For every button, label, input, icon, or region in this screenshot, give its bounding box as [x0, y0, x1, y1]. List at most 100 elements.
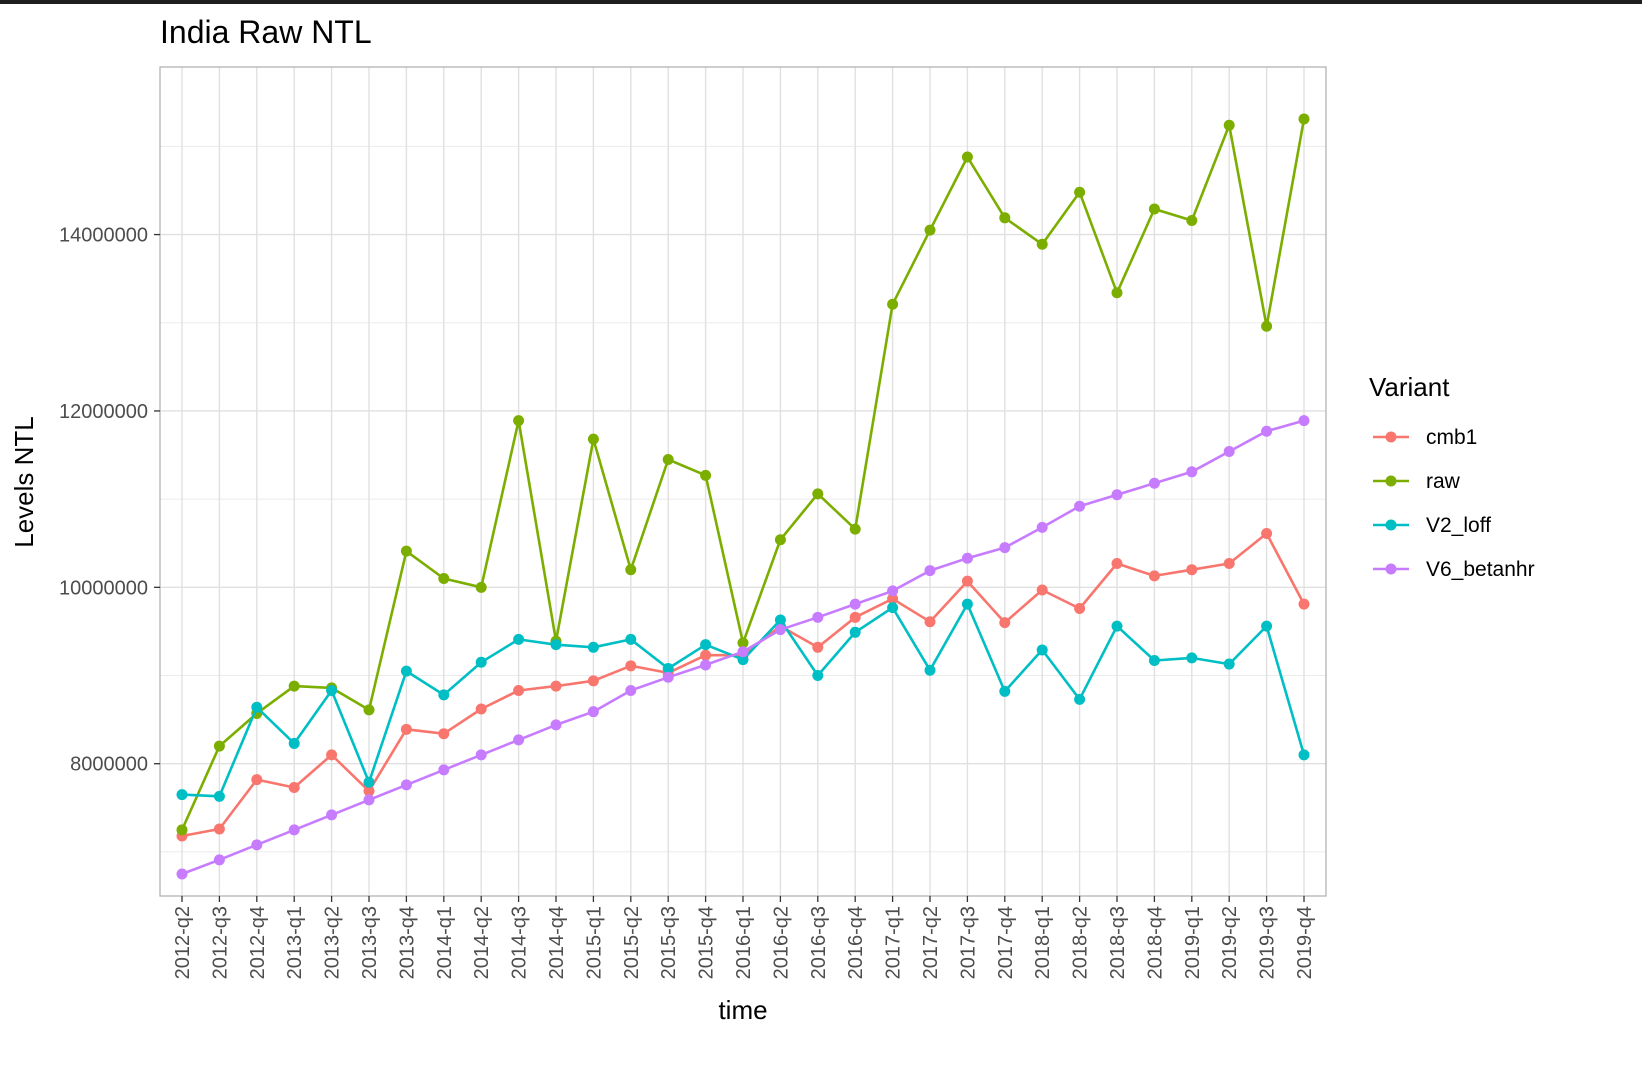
y-axis: 8000000 10000000 12000000 14000000: [59, 225, 160, 776]
data-point-V6_betanhr: [1298, 415, 1310, 427]
data-point-V6_betanhr: [475, 749, 487, 761]
data-point-V2_loff: [625, 633, 637, 645]
data-point-cmb1: [999, 617, 1011, 629]
data-point-raw: [737, 637, 749, 649]
data-point-V2_loff: [1036, 644, 1048, 656]
chart-title: India Raw NTL: [160, 14, 372, 50]
x-tick-label: 2015-q3: [658, 906, 680, 979]
data-point-V6_betanhr: [737, 646, 749, 658]
data-point-raw: [924, 224, 936, 236]
data-point-cmb1: [1298, 598, 1310, 610]
x-tick-label: 2012-q4: [247, 906, 269, 979]
x-tick-label: 2019-q2: [1219, 906, 1241, 979]
legend-key-point: [1385, 563, 1397, 575]
y-tick-label: 14000000: [59, 225, 148, 247]
x-axis-title: time: [718, 995, 767, 1025]
y-axis-title: Levels NTL: [9, 416, 39, 548]
data-point-V2_loff: [999, 685, 1011, 697]
legend-key-point: [1385, 475, 1397, 487]
data-point-raw: [662, 453, 674, 465]
data-point-V2_loff: [774, 614, 786, 626]
data-point-V6_betanhr: [1111, 489, 1123, 501]
data-point-V6_betanhr: [550, 719, 562, 731]
legend-label: raw: [1426, 470, 1461, 493]
series-layer: [176, 113, 1310, 880]
data-point-V6_betanhr: [1074, 500, 1086, 512]
y-tick-label: 8000000: [70, 754, 148, 776]
data-point-raw: [887, 298, 899, 310]
data-point-V6_betanhr: [326, 809, 338, 821]
data-point-V6_betanhr: [363, 794, 375, 806]
data-point-V2_loff: [1298, 749, 1310, 761]
data-point-cmb1: [213, 823, 225, 835]
x-tick-label: 2017-q2: [920, 906, 942, 979]
line-chart: India Raw NTL 8000000 10000000 12000000 140…: [9, 14, 1535, 1025]
x-tick-label: 2018-q4: [1144, 906, 1166, 979]
data-point-cmb1: [1036, 584, 1048, 596]
data-point-V2_loff: [475, 656, 487, 668]
data-point-V2_loff: [550, 639, 562, 651]
data-point-raw: [961, 151, 973, 163]
data-point-cmb1: [849, 611, 861, 623]
data-point-V6_betanhr: [812, 611, 824, 623]
data-point-raw: [213, 740, 225, 752]
data-point-raw: [1186, 214, 1198, 226]
data-point-V6_betanhr: [924, 565, 936, 577]
legend-key-point: [1385, 519, 1397, 531]
data-point-V6_betanhr: [999, 542, 1011, 554]
x-tick-label: 2013-q4: [396, 906, 418, 979]
data-point-V2_loff: [924, 664, 936, 676]
data-point-V2_loff: [961, 598, 973, 610]
legend-label: V6_betanhr: [1426, 558, 1535, 581]
legend: Variant cmb1 raw V2_loff V6_betanhr: [1369, 372, 1535, 581]
data-point-V6_betanhr: [587, 706, 599, 718]
x-tick-label: 2018-q2: [1070, 906, 1092, 979]
x-tick-label: 2012-q3: [209, 906, 231, 979]
x-tick-label: 2013-q2: [322, 906, 344, 979]
data-point-cmb1: [288, 782, 300, 794]
y-tick-label: 10000000: [59, 577, 148, 599]
x-tick-label: 2013-q1: [284, 906, 306, 979]
data-point-raw: [363, 704, 375, 716]
x-tick-label: 2016-q1: [733, 906, 755, 979]
x-tick-label: 2019-q1: [1182, 906, 1204, 979]
data-point-cmb1: [1223, 558, 1235, 570]
data-point-V2_loff: [662, 662, 674, 674]
data-point-cmb1: [363, 785, 375, 797]
data-point-raw: [438, 573, 450, 585]
legend-item-V6_betanhr: V6_betanhr: [1373, 558, 1535, 581]
x-tick-label: 2013-q3: [359, 906, 381, 979]
data-point-raw: [700, 469, 712, 481]
data-point-raw: [1261, 320, 1273, 332]
data-point-raw: [1036, 238, 1048, 250]
data-point-cmb1: [625, 660, 637, 672]
series-V6_betanhr: [176, 415, 1310, 880]
legend-key-point: [1385, 431, 1397, 443]
data-point-V6_betanhr: [887, 585, 899, 597]
data-point-cmb1: [812, 641, 824, 653]
data-point-V2_loff: [438, 689, 450, 701]
data-point-cmb1: [887, 593, 899, 605]
data-point-cmb1: [251, 774, 263, 786]
x-tick-label: 2017-q3: [957, 906, 979, 979]
data-point-cmb1: [1186, 564, 1198, 576]
x-tick-label: 2015-q1: [583, 906, 605, 979]
x-tick-label: 2014-q1: [434, 906, 456, 979]
data-point-V2_loff: [213, 790, 225, 802]
x-tick-label: 2018-q3: [1107, 906, 1129, 979]
data-point-V2_loff: [1223, 658, 1235, 670]
data-point-V6_betanhr: [700, 659, 712, 671]
data-point-V6_betanhr: [176, 868, 188, 880]
data-point-V2_loff: [700, 639, 712, 651]
x-tick-label: 2019-q3: [1257, 906, 1279, 979]
data-point-raw: [812, 488, 824, 500]
x-tick-label: 2016-q4: [845, 906, 867, 979]
data-point-raw: [176, 824, 188, 836]
data-point-V2_loff: [812, 670, 824, 682]
data-point-cmb1: [1148, 570, 1160, 582]
data-point-V6_betanhr: [288, 824, 300, 836]
data-point-raw: [513, 415, 525, 427]
data-point-V2_loff: [1111, 620, 1123, 632]
data-point-raw: [1111, 287, 1123, 299]
